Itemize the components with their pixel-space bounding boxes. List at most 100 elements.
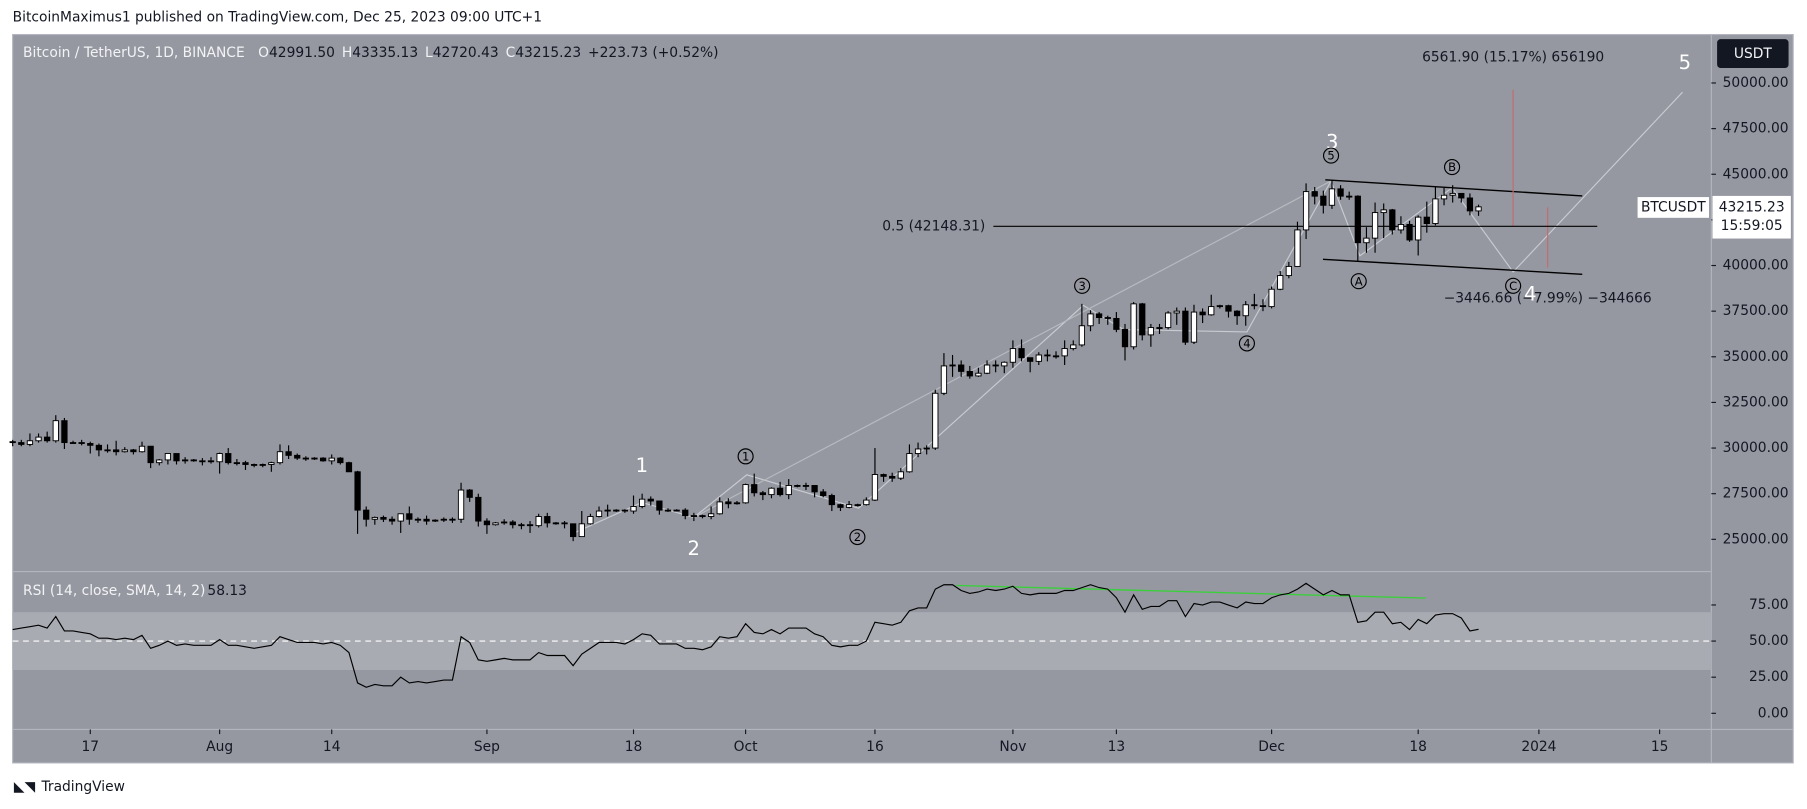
candle-body [656,500,663,511]
candle-body [475,496,482,522]
wave-circle [1322,147,1340,164]
currency-label[interactable]: USDT [1734,46,1773,62]
candle-body [1380,209,1387,214]
symbol-label: BTCUSDT [1641,199,1706,215]
candle-body [639,498,646,507]
candle-body [35,436,42,442]
ohlc-legend: O 42991.50 H 43335.13 L 42720.43 C 43215.23 +223… [258,45,718,61]
candle-body [138,445,146,453]
candle-body [1121,328,1129,348]
candle-body [621,509,629,512]
candle-body [570,523,577,538]
candle-body [1363,237,1370,244]
candle-body [1078,325,1086,346]
rsi-line [12,582,1479,688]
candle-body [742,484,749,504]
candle-body [975,372,982,377]
candle-body [699,515,706,517]
x-tick-label: 13 [1108,739,1126,755]
x-tick-label: Sep [474,739,500,755]
candle-body [1061,348,1068,357]
candle-body [233,462,241,465]
candle-body [1104,317,1111,319]
candle-body [406,513,413,520]
wave-circle [737,448,754,465]
candle-body [1096,313,1103,319]
candle-body [776,487,784,496]
candle-body [69,442,77,444]
y-tick-label: 37500.00 [1723,303,1789,319]
x-tick-label: 15 [1651,739,1669,755]
wave-label: 2 [688,537,700,560]
candle-body [785,485,792,496]
candle-body [828,495,835,506]
candle-body [958,364,965,372]
symbol-badge [1637,197,1710,218]
candle-body [388,518,396,522]
currency-badge[interactable] [1717,39,1789,68]
wave-label: 1 [636,454,648,477]
candle-body [1311,191,1318,197]
candle-body [733,502,741,505]
candle-body [1052,355,1060,358]
candle-body [854,504,861,507]
legend-change: +223.73 (+0.52%) [588,45,719,61]
candle-body [259,464,266,466]
candle-body [992,364,999,367]
y-tick-label: 35000.00 [1723,349,1789,365]
candle-body [1164,312,1172,329]
candle-body [1354,195,1361,244]
candle-body [1389,209,1396,231]
candle-body [294,454,301,459]
candle-body [1328,188,1336,206]
y-tick-label: 50000.00 [1723,75,1789,91]
candle-body [802,485,810,487]
candle-body [794,485,801,487]
candle-body [457,489,465,520]
candle-body [173,453,180,462]
candle-body [207,460,215,463]
candle-body [820,491,827,496]
candle-body [121,449,128,453]
candle-body [276,451,284,464]
candle-body [1449,192,1456,196]
candle-body [190,459,197,462]
candle-body [363,509,370,520]
candle-body [380,516,387,520]
channel-lower [1322,258,1583,275]
candle-body [1397,223,1405,231]
candle-body [1208,306,1215,316]
wave-label: 4 [1524,283,1536,306]
candle-body [759,492,766,496]
x-tick-label: 16 [866,739,884,755]
candle-body [250,464,258,466]
candle-body [1035,354,1042,362]
candle-body [492,522,499,526]
x-tick-label: Dec [1258,739,1285,755]
legend-value: 43215.23 [515,45,581,61]
y-tick-label: 47500.00 [1723,121,1789,137]
candle-body [216,453,223,463]
candle-body [880,474,887,477]
candle-body [725,501,732,505]
candle-body [397,513,404,522]
wave-label: 3 [1326,130,1338,153]
candle-body [1371,212,1379,239]
candle-body [87,443,94,446]
candle-body [156,459,163,464]
candle-body [664,509,672,512]
candle-body [302,457,309,460]
candle-body [1346,195,1353,198]
candle-body [1225,305,1232,312]
candle-body [1259,305,1267,308]
candle-body [466,489,473,498]
last-price: 43215.23 [1719,199,1785,215]
candle-body [1044,354,1051,357]
candle-body [285,451,292,456]
candle-body [1018,348,1025,359]
sub-wave-label: C [1509,279,1517,293]
wave-circle [1505,277,1522,294]
candle-body [1285,265,1292,277]
candle-body [113,449,120,453]
candle-body [78,442,85,444]
